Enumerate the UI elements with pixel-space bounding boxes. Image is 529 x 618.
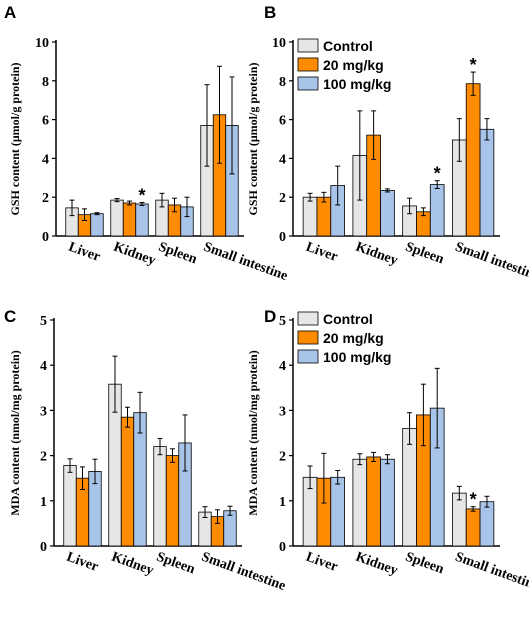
y-axis-label: GSH content (μmol/g protein) xyxy=(8,63,22,216)
y-tick-label: 3 xyxy=(279,404,286,419)
y-tick-label: 10 xyxy=(35,36,49,51)
x-tick-label: Kidney xyxy=(111,240,157,269)
legend: Control 20 mg/kg 100 mg/kg xyxy=(297,311,391,365)
legend-swatch xyxy=(297,311,319,326)
y-tick-label: 5 xyxy=(279,314,286,329)
legend-swatch xyxy=(297,57,319,72)
x-tick-label: Liver xyxy=(64,550,100,575)
bar xyxy=(429,184,445,237)
bar xyxy=(451,492,467,547)
panel-letter: D xyxy=(264,307,276,326)
y-tick-label: 4 xyxy=(42,152,49,167)
bar xyxy=(153,446,167,547)
y-axis-label: GSH content (μmol/g protein) xyxy=(246,63,260,216)
panel-letter: C xyxy=(4,307,16,326)
legend-swatch xyxy=(297,330,319,345)
y-tick-label: 8 xyxy=(42,75,49,90)
significance-marker: * xyxy=(470,55,477,75)
x-tick-label: Spleen xyxy=(156,240,199,268)
panel-letter: B xyxy=(264,3,276,22)
bar xyxy=(302,196,318,237)
legend-swatch xyxy=(297,76,319,91)
y-tick-label: 6 xyxy=(42,114,49,129)
panel-d: D MDA content (nmol/mg protein) 0 1 2 3 4 5 Live… xyxy=(246,307,529,594)
bar xyxy=(366,456,381,547)
x-tick-label: Spleen xyxy=(403,550,446,578)
y-tick-label: 3 xyxy=(40,404,47,419)
bar xyxy=(380,190,395,237)
bar xyxy=(352,458,368,547)
x-tick-label: Kidney xyxy=(354,240,400,269)
legend-label: Control xyxy=(323,38,373,54)
panel-b: B GSH content (μmol/g protein) 0 2 4 6 8 10 Live… xyxy=(246,3,529,284)
x-tick-label: Spleen xyxy=(154,550,197,578)
bar xyxy=(402,428,417,547)
bar xyxy=(135,203,149,237)
legend-label: Control xyxy=(323,311,373,327)
bar xyxy=(165,455,180,547)
y-tick-label: 1 xyxy=(40,495,47,510)
y-tick-label: 10 xyxy=(272,36,286,51)
bar xyxy=(90,213,104,237)
bar xyxy=(465,508,481,547)
bar xyxy=(120,416,135,547)
y-tick-label: 2 xyxy=(40,450,47,465)
legend-label: 20 mg/kg xyxy=(323,330,384,346)
x-tick-label: Small intestine xyxy=(199,550,287,594)
bar xyxy=(223,510,237,547)
y-tick-label: 6 xyxy=(279,114,286,129)
x-tick-label: Spleen xyxy=(403,240,446,268)
bar xyxy=(465,83,481,237)
y-tick-label: 4 xyxy=(279,359,286,374)
y-tick-label: 2 xyxy=(279,450,286,465)
bar xyxy=(316,196,332,237)
x-tick-label: Liver xyxy=(66,240,102,265)
y-axis-label: MDA content (nmol/mg protein) xyxy=(246,350,260,515)
legend-swatch xyxy=(297,349,319,364)
y-tick-label: 8 xyxy=(279,75,286,90)
bar xyxy=(63,465,77,547)
bar xyxy=(330,476,346,547)
x-tick-label: Small intestine xyxy=(201,240,289,284)
x-tick-label: Kidney xyxy=(109,550,155,579)
y-tick-label: 0 xyxy=(279,540,286,555)
y-axis-label: MDA content (nmol/mg protein) xyxy=(8,350,22,515)
y-tick-label: 2 xyxy=(42,191,49,206)
x-tick-label: Liver xyxy=(304,550,340,575)
panel-letter: A xyxy=(4,3,16,22)
legend-swatch xyxy=(297,38,319,53)
x-tick-label: Kidney xyxy=(354,550,400,579)
y-tick-label: 2 xyxy=(279,191,286,206)
significance-marker: * xyxy=(470,490,477,510)
y-tick-label: 0 xyxy=(279,230,286,245)
bar xyxy=(380,458,395,547)
legend-label: 100 mg/kg xyxy=(323,76,391,92)
y-tick-label: 4 xyxy=(40,359,47,374)
bar xyxy=(122,202,137,237)
y-tick-label: 0 xyxy=(42,230,49,245)
significance-marker: * xyxy=(138,185,145,205)
y-tick-label: 5 xyxy=(40,314,47,329)
x-tick-label: Small intestine xyxy=(453,240,529,284)
significance-marker: * xyxy=(434,164,441,184)
y-tick-label: 0 xyxy=(40,540,47,555)
legend: Control 20 mg/kg 100 mg/kg xyxy=(297,38,391,92)
legend-label: 20 mg/kg xyxy=(323,57,384,73)
bar xyxy=(479,128,495,237)
y-tick-label: 4 xyxy=(279,152,286,167)
bar xyxy=(479,501,495,547)
x-tick-label: Liver xyxy=(304,240,340,265)
y-tick-label: 1 xyxy=(279,495,286,510)
legend-label: 100 mg/kg xyxy=(323,349,391,365)
bar xyxy=(110,199,124,237)
x-tick-label: Small intestine xyxy=(453,550,529,594)
